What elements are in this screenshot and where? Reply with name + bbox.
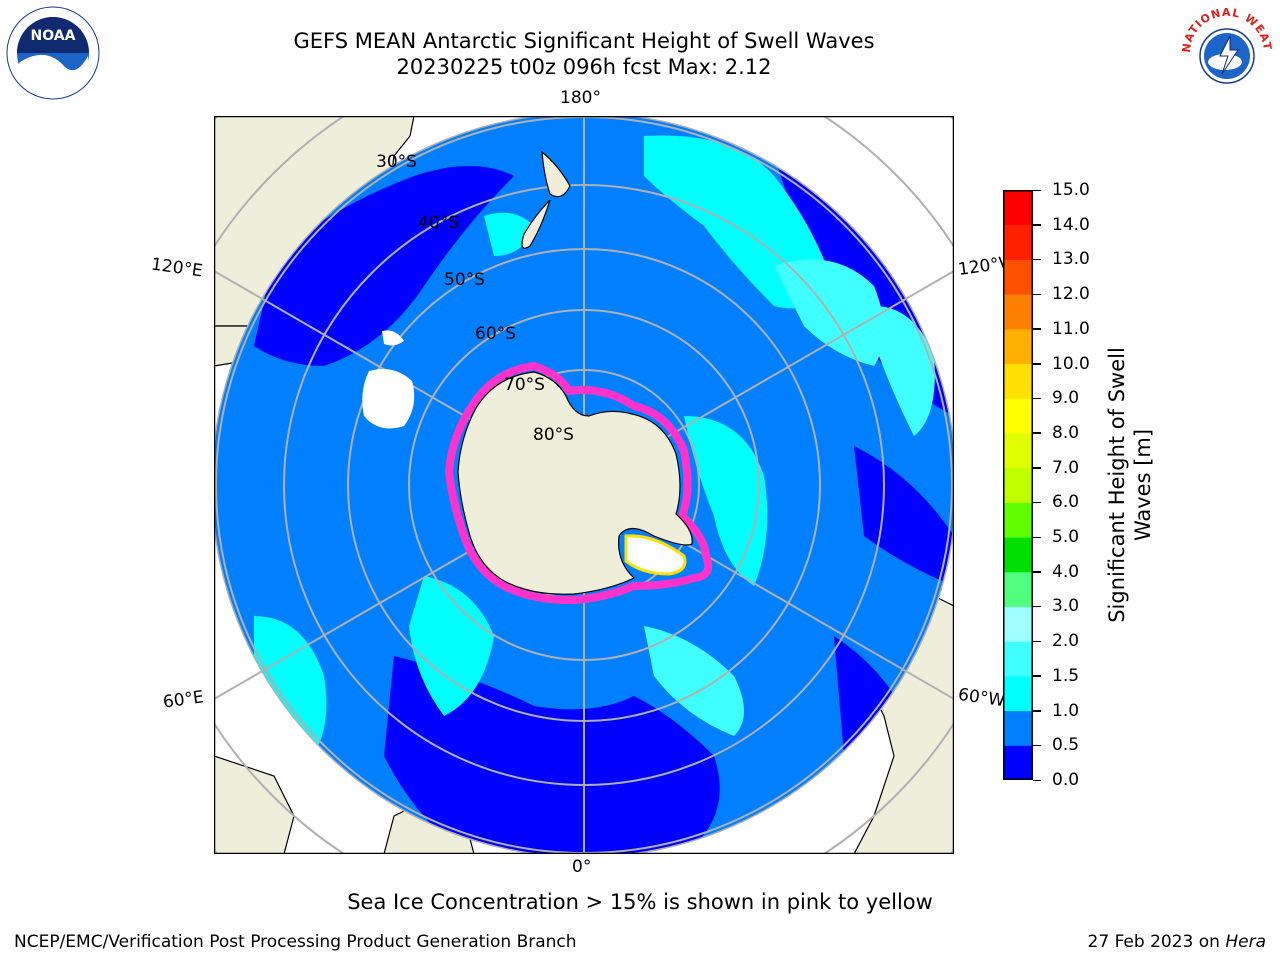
noaa-logo-icon: NOAA: [6, 6, 100, 100]
colorbar-segment: [1003, 398, 1033, 434]
colorbar-tick-mark: [1033, 744, 1041, 747]
colorbar-label-line1: Significant Height of Swell: [1105, 347, 1129, 623]
colorbar-tick-label: 7.0: [1052, 457, 1080, 478]
colorbar-segment: [1003, 190, 1033, 226]
colorbar-segment: [1003, 294, 1033, 330]
colorbar: [1003, 190, 1033, 780]
colorbar-tick-mark: [1033, 605, 1041, 608]
colorbar-tick-mark: [1033, 397, 1041, 400]
date-host: 27 Feb 2023 on Hera: [1088, 932, 1266, 952]
colorbar-tick-label: 1.5: [1052, 665, 1080, 686]
colorbar-tick-label: 3.0: [1052, 596, 1080, 617]
host-name: Hera: [1225, 932, 1266, 952]
colorbar-segment: [1003, 606, 1033, 642]
colorbar-tick-label: 6.0: [1052, 492, 1080, 513]
chart-title: GEFS MEAN Antarctic Significant Height o…: [293, 29, 875, 53]
colorbar-segment: [1003, 467, 1033, 503]
colorbar-segment: [1003, 745, 1033, 780]
colorbar-tick-mark: [1033, 710, 1041, 712]
lat-label-60s: 60°S: [475, 324, 516, 344]
colorbar-tick-mark: [1033, 293, 1041, 296]
colorbar-tick-label: 11.0: [1052, 318, 1090, 339]
lon-label-60e: 60°E: [161, 687, 206, 713]
colorbar-tick-mark: [1033, 536, 1041, 539]
nws-logo-icon: NATIONAL WEATHER SERVICE: [1180, 6, 1273, 99]
colorbar-tick-label: 0.5: [1052, 735, 1080, 756]
colorbar-tick-label: 13.0: [1052, 249, 1090, 270]
white-patch: [382, 330, 404, 346]
colorbar-tick-mark: [1033, 779, 1041, 781]
colorbar-tick-label: 12.0: [1052, 284, 1090, 305]
colorbar-tick-label: 14.0: [1052, 214, 1090, 235]
colorbar-tick-mark: [1033, 640, 1041, 643]
date-text: 27 Feb 2023 on: [1087, 932, 1226, 952]
colorbar-tick-mark: [1033, 189, 1041, 191]
colorbar-tick-label: 5.0: [1052, 527, 1080, 548]
colorbar-segment: [1003, 224, 1033, 260]
lat-label-50s: 50°S: [444, 270, 485, 290]
lat-label-30s: 30°S: [376, 152, 417, 172]
lon-label-0: 0°: [572, 857, 592, 877]
lon-label-120e: 120°E: [149, 254, 204, 282]
colorbar-tick-mark: [1033, 501, 1041, 504]
colorbar-tick-mark: [1033, 675, 1041, 677]
sea-ice-edge: [445, 362, 713, 605]
colorbar-segment: [1003, 432, 1033, 469]
new-zealand: [521, 150, 571, 249]
colorbar-tick-mark: [1033, 224, 1041, 226]
colorbar-label-line2: Waves [m]: [1131, 428, 1155, 542]
lon-label-60w: 60°W: [956, 684, 1007, 712]
antarctica: [457, 371, 693, 595]
colorbar-segment: [1003, 675, 1033, 712]
colorbar-tick-label: 1.0: [1052, 700, 1080, 721]
lat-label-40s: 40°S: [418, 213, 459, 233]
colorbar-tick-mark: [1033, 363, 1041, 365]
colorbar-segment: [1003, 502, 1033, 538]
lon-label-180: 180°: [560, 88, 601, 108]
colorbar-tick-label: 10.0: [1052, 353, 1090, 374]
sea-ice-note: Sea Ice Concentration > 15% is shown in …: [347, 890, 933, 914]
colorbar-tick-mark: [1033, 328, 1041, 330]
colorbar-tick-label: 0.0: [1052, 770, 1080, 790]
colorbar-tick-mark: [1033, 571, 1041, 573]
noaa-logo-text: NOAA: [31, 28, 76, 44]
sea-ice-yellow: [624, 534, 687, 576]
colorbar-segment: [1003, 259, 1033, 295]
colorbar-label: Significant Height of Swell Waves [m]: [1104, 347, 1156, 623]
colorbar-tick-mark: [1033, 467, 1041, 469]
colorbar-tick-mark: [1033, 258, 1041, 261]
lat-label-80s: 80°S: [533, 425, 574, 445]
antarctic-swell-map: [214, 116, 954, 854]
colorbar-segment: [1003, 710, 1033, 746]
colorbar-tick-label: 9.0: [1052, 388, 1080, 409]
colorbar-tick-mark: [1033, 432, 1041, 434]
colorbar-segment: [1003, 363, 1033, 399]
chart-subtitle: 20230225 t00z 096h fcst Max: 2.12: [396, 55, 772, 79]
colorbar-tick-label: 4.0: [1052, 561, 1080, 582]
white-patch: [362, 368, 415, 429]
colorbar-segment: [1003, 641, 1033, 677]
lat-label-70s: 70°S: [504, 375, 545, 395]
colorbar-tick-label: 15.0: [1052, 180, 1090, 200]
colorbar-segment: [1003, 328, 1033, 365]
colorbar-tick-label: 2.0: [1052, 631, 1080, 652]
colorbar-segment: [1003, 537, 1033, 573]
producer-credit: NCEP/EMC/Verification Post Processing Pr…: [14, 932, 577, 952]
colorbar-segment: [1003, 571, 1033, 607]
colorbar-tick-label: 8.0: [1052, 422, 1080, 443]
